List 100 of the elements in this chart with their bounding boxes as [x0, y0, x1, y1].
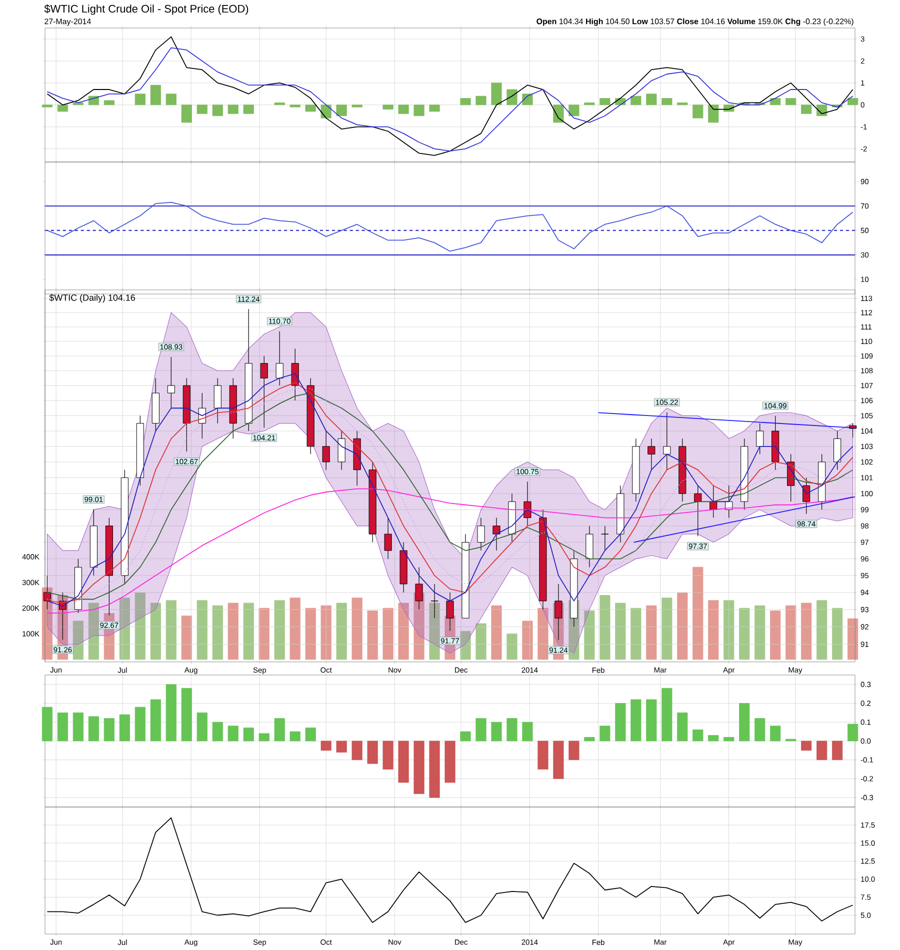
bar [305, 104, 316, 112]
bar [290, 731, 300, 742]
bar [274, 102, 285, 106]
bar [150, 699, 161, 742]
candlestick [322, 430, 330, 470]
bar [832, 740, 843, 760]
candlestick [291, 348, 299, 401]
bar [692, 729, 704, 742]
bar [57, 712, 68, 742]
candlestick [338, 430, 346, 470]
bar [584, 102, 595, 106]
candlestick [276, 330, 284, 386]
candlestick [601, 526, 609, 551]
bar [228, 726, 238, 742]
bar [816, 740, 828, 760]
bar [181, 688, 192, 742]
bar [600, 98, 610, 106]
bar [460, 731, 471, 742]
bar [57, 104, 68, 112]
bar [630, 96, 642, 106]
bar [72, 102, 84, 106]
bar [476, 96, 486, 106]
candlestick [756, 423, 764, 454]
bar [243, 728, 254, 742]
bar [398, 104, 409, 114]
bar [786, 98, 796, 106]
bar [444, 740, 456, 783]
bar [414, 104, 424, 116]
candlestick [694, 485, 702, 536]
bar [848, 98, 858, 106]
bar [429, 104, 440, 112]
bar [630, 699, 642, 742]
bar [320, 740, 332, 751]
bar [166, 94, 176, 106]
bar [538, 740, 548, 770]
bar [336, 104, 347, 116]
bar [460, 98, 471, 106]
candlestick [492, 517, 500, 551]
bar [352, 740, 362, 760]
bar [258, 733, 270, 742]
candlestick [524, 481, 532, 526]
candlestick [834, 430, 842, 470]
bar [522, 722, 533, 742]
bar [553, 740, 564, 779]
bar [739, 703, 750, 742]
bar [801, 740, 812, 751]
bar [212, 104, 223, 116]
bar [398, 740, 409, 783]
candlestick [167, 356, 175, 408]
bar [42, 104, 53, 108]
bar [692, 104, 704, 118]
bar [615, 703, 626, 742]
bar [677, 712, 688, 742]
bar [414, 740, 424, 794]
bar [708, 735, 719, 742]
bar [150, 84, 161, 106]
bar [274, 718, 285, 742]
bar [754, 718, 766, 742]
bar [196, 104, 208, 114]
bar [72, 712, 84, 742]
candlestick [648, 438, 656, 470]
bar [584, 737, 595, 742]
bar [801, 104, 812, 114]
bar [553, 104, 564, 123]
bar [243, 104, 254, 114]
bar [212, 722, 223, 742]
bar [568, 740, 580, 760]
bar [662, 98, 672, 106]
chart-title: $WTIC Light Crude Oil - Spot Price (EOD) [44, 4, 248, 15]
bar [119, 714, 130, 742]
bar [491, 722, 502, 742]
bar [104, 718, 114, 742]
bar [491, 82, 502, 106]
bar [181, 104, 192, 123]
bar [568, 104, 580, 116]
bar [476, 718, 486, 742]
bar [42, 706, 53, 742]
bar [724, 737, 734, 742]
bar [134, 94, 146, 106]
bar [367, 740, 378, 764]
bar [134, 706, 146, 742]
candlestick [384, 517, 392, 560]
bar [336, 740, 347, 753]
bar [770, 726, 781, 742]
bar [104, 100, 114, 106]
bar [305, 728, 316, 742]
bar [600, 726, 610, 742]
candlestick [214, 378, 222, 424]
bar [290, 104, 300, 108]
bar [382, 740, 394, 770]
bar [352, 104, 362, 108]
bar [429, 740, 440, 798]
bar [646, 94, 657, 106]
bar [228, 104, 238, 114]
bar [770, 98, 781, 106]
candlestick [260, 356, 268, 428]
bar [662, 688, 672, 742]
bar [708, 104, 719, 123]
bar [677, 102, 688, 106]
bar [506, 718, 518, 742]
